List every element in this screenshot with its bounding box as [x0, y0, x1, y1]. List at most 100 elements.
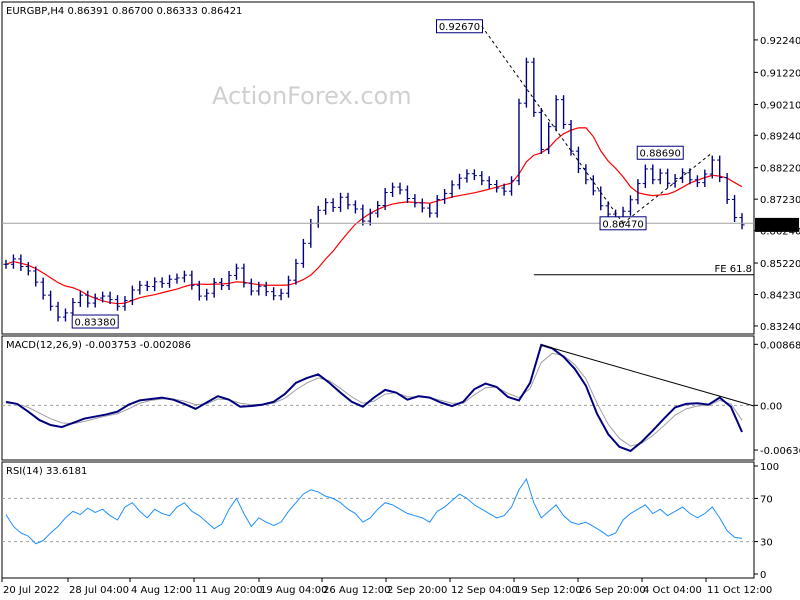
watermark: ActionForex.com — [212, 82, 412, 110]
price-bar — [516, 98, 522, 186]
price-bar — [100, 291, 106, 303]
macd-y-tick-label: -0.006366 — [760, 446, 800, 457]
price-bar — [523, 57, 530, 108]
price-y-tick-label: 0.86240 — [760, 227, 800, 238]
price-bar — [337, 192, 344, 212]
price-y-tick-label: 0.92240 — [760, 36, 800, 47]
price-bar — [107, 291, 113, 305]
x-tick-label: 26 Aug 12:00 — [323, 585, 390, 596]
symbol-symbol: EURGBP,H4 — [6, 6, 64, 17]
price-y-tick-label: 0.89240 — [760, 131, 800, 142]
macd-lines-layer — [2, 343, 755, 453]
price-bar — [166, 274, 173, 288]
price-bar — [635, 179, 641, 205]
rsi-y-axis: 100 70 30 0 — [754, 462, 779, 581]
x-tick-label: 28 Jul 04:00 — [69, 585, 129, 596]
price-bar — [256, 281, 262, 296]
price-bar — [508, 176, 515, 196]
price-panel-frame — [1, 1, 755, 335]
annotation-label: 0.92670 — [439, 22, 480, 33]
price-bar — [330, 198, 336, 212]
price-bar — [575, 146, 582, 174]
price-bar — [471, 169, 477, 181]
rsi-y-tick-label: 0 — [760, 570, 766, 581]
price-bar — [18, 254, 24, 271]
rsi-panel: RSI(14) 33.6181 100 70 30 0 — [1, 461, 779, 581]
price-bar — [494, 180, 500, 193]
rsi-panel-frame — [1, 461, 755, 579]
price-bar — [679, 168, 686, 183]
symbol-text: EURGBP,H4 0.86391 0.86700 0.86333 0.8642… — [6, 6, 242, 17]
x-tick-label: 4 Oct 04:00 — [643, 585, 702, 596]
price-bar — [531, 57, 537, 117]
price-bar — [189, 270, 195, 290]
price-bar — [25, 262, 31, 276]
price-bar — [657, 168, 663, 185]
price-bar — [114, 295, 121, 311]
rsi-y-tick-label: 30 — [760, 538, 773, 549]
price-bar — [456, 173, 463, 190]
price-bar — [122, 296, 128, 311]
price-ma-layer — [5, 127, 743, 305]
price-bar — [442, 188, 448, 204]
price-y-tick-label: 0.88220 — [760, 164, 800, 175]
price-bar — [345, 192, 351, 210]
price-bar — [739, 213, 745, 230]
price-bar — [33, 266, 39, 287]
macd-trendline — [541, 344, 755, 407]
rsi-title: RSI(14) 33.6181 — [6, 466, 87, 477]
price-bar — [709, 155, 715, 179]
symbol-open: 0.86391 — [64, 6, 109, 17]
price-bar — [129, 285, 135, 305]
price-bar — [375, 201, 381, 218]
price-bar — [85, 290, 91, 308]
price-bar — [278, 288, 284, 301]
price-bar — [159, 277, 165, 288]
price-bar — [464, 169, 470, 183]
price-bar — [412, 194, 418, 208]
macd-panel-frame — [1, 335, 755, 461]
x-tick-label: 2 Sep 20:00 — [387, 585, 447, 596]
annotation-label: 0.83380 — [75, 318, 116, 329]
price-bar — [10, 254, 17, 269]
x-tick-label: 19 Sep 12:00 — [515, 585, 582, 596]
price-bar — [642, 164, 648, 189]
x-tick-label: 11 Oct 12:00 — [707, 585, 772, 596]
price-bar — [196, 280, 202, 301]
price-bar — [650, 164, 656, 185]
x-axis: 20 Jul 2022 28 Jul 04:00 4 Aug 12:00 11 Aug… — [1, 578, 772, 596]
price-bar — [694, 175, 700, 188]
price-bar — [702, 169, 708, 188]
price-bar — [323, 198, 329, 215]
price-bar — [3, 259, 9, 269]
annotation-box — [435, 19, 483, 34]
price-bar — [144, 280, 150, 291]
price-bar — [233, 263, 240, 280]
price-bar — [300, 238, 306, 268]
price-bar — [449, 180, 455, 198]
price-bar — [352, 200, 359, 214]
price-bar — [568, 120, 574, 156]
rsi-y-tick-label: 100 — [760, 462, 779, 473]
symbol-high: 0.86700 — [109, 6, 154, 17]
price-bar — [48, 290, 54, 311]
x-tick-label: 19 Aug 04:00 — [260, 585, 327, 596]
price-bar — [367, 208, 373, 226]
price-bar — [665, 168, 671, 188]
price-bar — [248, 278, 254, 296]
macd-signal-line — [5, 352, 743, 447]
symbol-low: 0.86333 — [153, 6, 198, 17]
macd-title: MACD(12,26,9) -0.003753 -0.002086 — [6, 340, 191, 351]
price-bar — [226, 270, 232, 291]
rsi-lines-layer — [2, 477, 754, 545]
price-bar — [152, 277, 158, 291]
price-bar — [211, 277, 217, 298]
price-y-tick-label: 0.84230 — [760, 290, 800, 301]
price-bar — [560, 95, 567, 129]
price-bar — [241, 263, 247, 288]
current-price-label: 0.86421 — [756, 221, 797, 232]
price-bar — [724, 173, 730, 204]
projection-line — [622, 152, 713, 224]
annotation-box — [636, 145, 684, 160]
